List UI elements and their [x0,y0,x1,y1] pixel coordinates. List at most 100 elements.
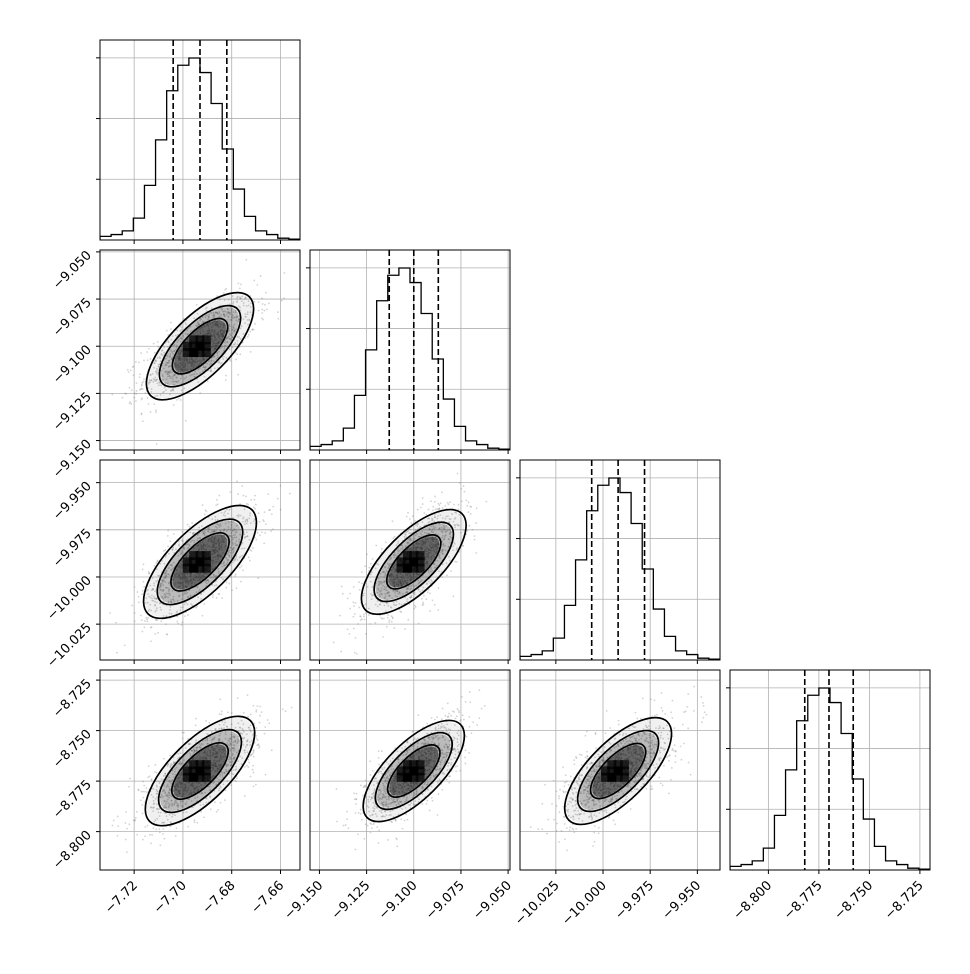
sample-point [239,287,241,289]
sample-point [271,749,273,751]
sample-point [257,739,259,741]
sample-point [236,480,238,482]
sample-point [243,712,245,714]
sample-point [217,809,219,811]
sample-point [264,726,266,728]
sample-point [366,553,368,555]
sample-point [439,504,441,506]
sample-point [155,829,157,831]
sample-point [216,811,218,813]
sample-point [452,595,454,597]
sample-point [117,816,119,818]
sample-point [252,547,254,549]
sample-point [170,328,172,330]
sample-point [181,624,183,626]
sample-point [437,609,439,611]
y-tick-label: −10.025 [44,620,94,670]
sample-point [259,722,261,724]
sample-point [280,485,282,487]
sample-point [142,569,144,571]
sample-point [467,530,469,532]
sample-point [150,640,152,642]
sample-point [148,348,150,350]
sample-point [166,633,168,635]
sample-point [247,336,249,338]
sample-point [225,375,227,377]
sample-point [361,618,363,620]
sample-point [124,392,126,394]
sample-point [124,645,126,647]
sample-point [129,402,131,404]
sample-point [476,507,478,509]
sample-point [135,400,137,402]
sample-point [180,399,182,401]
sample-point [291,707,293,709]
sample-point [142,791,144,793]
sample-point [352,616,354,618]
sample-point [142,781,144,783]
sample-point [434,604,436,606]
sample-point [381,548,383,550]
panel-2-2 [516,460,720,664]
sample-point [194,819,196,821]
sample-point [124,822,126,824]
sample-point [249,331,251,333]
sample-point [406,516,408,518]
sample-point [361,571,363,573]
sample-point [128,371,130,373]
sample-point [144,392,146,394]
sample-point [432,506,434,508]
sample-point [153,403,155,405]
sample-point [386,626,388,628]
sample-point [133,366,135,368]
sample-point [237,282,239,284]
sample-point [143,581,145,583]
sample-point [181,531,183,533]
sample-point [212,596,214,598]
sample-point [149,834,151,836]
sample-point [470,513,472,515]
sample-point [142,797,144,799]
sample-point [421,598,423,600]
sample-point [353,628,355,630]
sample-point [259,706,261,708]
sample-point [239,353,241,355]
sample-point [253,280,255,282]
sample-point [342,593,344,595]
y-tick-label: −9.125 [50,390,95,435]
sample-point [223,292,225,294]
sample-point [156,443,158,445]
sample-point [209,722,211,724]
sample-point [387,617,389,619]
sample-point [468,525,470,527]
sample-point [414,520,416,522]
sample-point [117,825,119,827]
sample-point [187,614,189,616]
sample-point [156,619,158,621]
sample-point [141,385,143,387]
sample-point [440,502,442,504]
sample-point [447,502,449,504]
sample-point [283,297,285,299]
sample-point [248,556,250,558]
sample-point [145,787,147,789]
sample-point [173,404,175,406]
sample-point [388,621,390,623]
sample-point [164,838,166,840]
sample-point [170,322,172,324]
sample-point [210,808,212,810]
sample-point [472,529,474,531]
sample-point [255,504,257,506]
sample-point [459,482,461,484]
sample-point [216,597,218,599]
sample-point [138,596,140,598]
sample-point [381,618,383,620]
sample-point [151,834,153,836]
sample-point [444,505,446,507]
sample-point [354,613,356,615]
sample-point [183,732,185,734]
sample-point [266,309,268,311]
sample-point [467,511,469,513]
sample-point [404,628,406,630]
sample-point [225,587,227,589]
